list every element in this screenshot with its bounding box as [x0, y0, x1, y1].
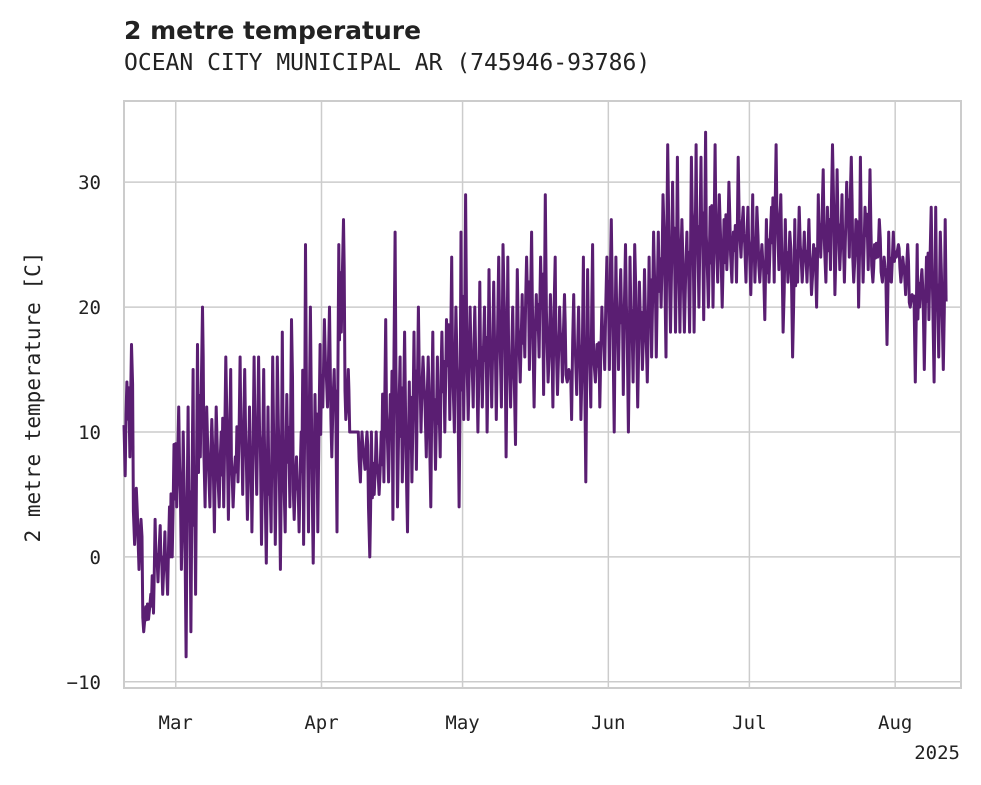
x-tick-label: May [445, 712, 479, 734]
chart-title: 2 metre temperature [124, 16, 422, 45]
temperature-series [122, 130, 948, 659]
x-tick-label: Apr [304, 712, 338, 734]
axis-ticks: −10 0 10 20 30 Mar Apr May Jun Jul Aug [67, 172, 913, 734]
x-tick-label: Mar [159, 712, 193, 734]
y-tick-label: 30 [78, 172, 101, 194]
temperature-line [122, 130, 948, 659]
chart-subtitle: OCEAN CITY MUNICIPAL AR (745946-93786) [124, 50, 651, 76]
year-label: 2025 [914, 742, 960, 764]
x-tick-label: Aug [878, 712, 912, 734]
y-tick-label: 0 [90, 547, 101, 569]
y-tick-label: 20 [78, 297, 101, 319]
x-tick-label: Jul [732, 712, 766, 734]
y-tick-label: 10 [78, 422, 101, 444]
plot-frame [123, 100, 962, 689]
plot-border [123, 100, 962, 689]
y-tick-label: −10 [67, 672, 101, 694]
y-axis-label: 2 metre temperature [C] [21, 252, 45, 543]
x-tick-label: Jun [591, 712, 625, 734]
